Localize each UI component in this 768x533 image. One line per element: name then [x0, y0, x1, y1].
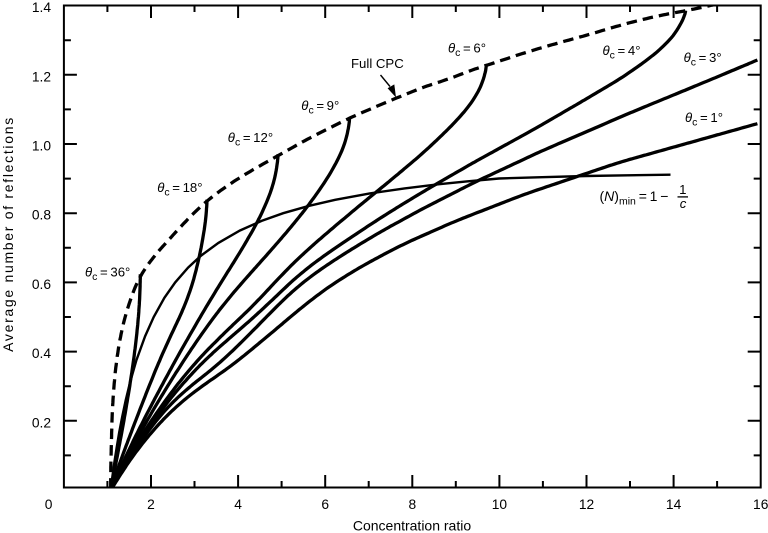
svg-text:1.0: 1.0 [32, 139, 52, 154]
svg-text:θc = 1°: θc = 1° [685, 110, 723, 129]
svg-text:θc = 18°: θc = 18° [157, 180, 202, 199]
svg-text:14: 14 [666, 497, 682, 512]
svg-text:6: 6 [321, 497, 329, 512]
svg-text:θc = 12°: θc = 12° [228, 130, 273, 149]
svg-text:4: 4 [234, 497, 242, 512]
svg-text:10: 10 [492, 497, 508, 512]
svg-text:(N)min = 1 −: (N)min = 1 − [600, 188, 672, 208]
svg-text:Full CPC: Full CPC [351, 56, 404, 71]
svg-text:θc = 4°: θc = 4° [603, 43, 641, 62]
svg-text:8: 8 [408, 497, 416, 512]
svg-text:0: 0 [45, 497, 53, 512]
svg-text:16: 16 [753, 497, 768, 512]
svg-text:0.2: 0.2 [32, 415, 51, 430]
svg-text:12: 12 [579, 497, 594, 512]
svg-text:1: 1 [679, 182, 686, 197]
svg-text:θc = 6°: θc = 6° [448, 40, 486, 59]
svg-text:0.4: 0.4 [32, 346, 52, 361]
svg-text:Concentration ratio: Concentration ratio [353, 517, 472, 533]
svg-text:θc = 3°: θc = 3° [684, 50, 722, 69]
svg-text:Average number of reflections: Average number of reflections [0, 116, 16, 352]
svg-text:1.2: 1.2 [32, 69, 51, 84]
svg-text:1.4: 1.4 [32, 0, 52, 15]
svg-text:2: 2 [147, 497, 155, 512]
svg-text:θc = 36°: θc = 36° [85, 264, 130, 283]
svg-text:θc = 9°: θc = 9° [301, 98, 339, 117]
svg-text:0.6: 0.6 [32, 277, 52, 292]
svg-text:0.8: 0.8 [32, 208, 52, 223]
svg-text:c: c [680, 196, 687, 211]
